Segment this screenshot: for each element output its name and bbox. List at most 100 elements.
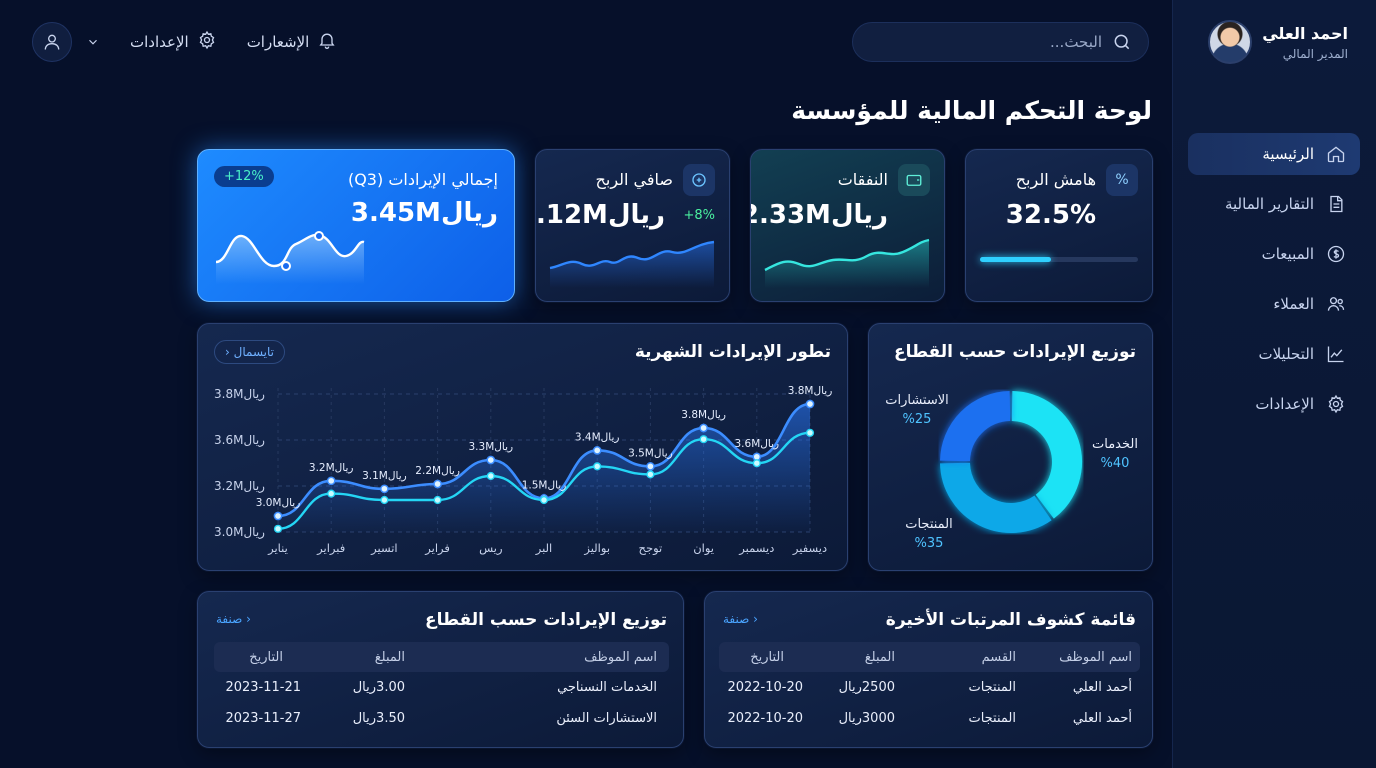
employee-name: أحمد العلي (1072, 680, 1132, 695)
account-button[interactable] (32, 22, 72, 62)
column-header: التاريخ (750, 649, 784, 665)
slice-value-label: %35 (915, 536, 944, 551)
data-point (699, 435, 708, 444)
slice-name-label: الاستشارات (885, 393, 949, 408)
view-all-link[interactable]: ‹ صنفة (216, 612, 251, 626)
point-label: 3.1Mريال (362, 470, 407, 482)
avatar[interactable] (1208, 20, 1253, 64)
table-row[interactable]: أحمد العلي المنتجات 2500ريال 2022-10-20 (719, 672, 1140, 703)
x-tick-label: توجح (639, 541, 663, 556)
sidebar-item-home[interactable]: الرئيسية (1188, 133, 1360, 175)
column-header: اسم الموظف (584, 649, 657, 665)
topbar-actions: الإعدادات الإشعارات (32, 22, 337, 62)
document-icon (1326, 194, 1346, 214)
profile-name: احمد العلي (1262, 23, 1348, 43)
data-point (273, 524, 283, 533)
chart-line-icon (1326, 344, 1346, 364)
data-point (539, 495, 549, 505)
kpi-card-net-profit[interactable]: صافي الربح 1.12Mريال +8% (535, 149, 730, 302)
point-label: 3.8Mريال (788, 385, 833, 397)
kpi-card-profit-margin[interactable]: % هامش الربح 32.5% (965, 149, 1153, 302)
sector-distribution-card: توزيع الإيرادات حسب القطاع الخدمات %40 الم… (868, 323, 1153, 571)
amount: 2500ريال (838, 680, 895, 695)
sidebar-item-analytics[interactable]: التحليلات (1188, 333, 1360, 375)
data-point (805, 428, 815, 437)
data-point (433, 479, 442, 489)
point-label: 3.0Mريال (256, 497, 301, 509)
view-all-link[interactable]: ‹ صنفة (723, 612, 758, 626)
date: 2023-11-27 (225, 711, 301, 726)
data-point (273, 511, 283, 521)
settings-button[interactable]: الإعدادات (130, 30, 217, 54)
donut-slice (1011, 391, 1082, 519)
kpi-title: صافي الربح (595, 170, 673, 189)
monthly-revenue-card: تطور الإيرادات الشهرية تايسمال ‹ 3.0Mريا… (197, 323, 848, 571)
kpi-title: إجمالي الإيرادات (Q3) (347, 170, 498, 189)
sidebar-item-financial-reports[interactable]: التقارير المالية (1188, 183, 1360, 225)
department: المنتجات (968, 680, 1016, 695)
chevron-left-icon: ‹ (749, 612, 758, 626)
table-row[interactable]: الاستشارات السئن 3.50ريال 2023-11-27 (214, 703, 669, 734)
data-point (805, 399, 815, 409)
y-tick-label: 3.0Mريال (214, 525, 265, 540)
point-label: 3.4Mريال (575, 431, 620, 443)
amount: 3000ريال (838, 711, 895, 726)
data-point (699, 423, 708, 433)
home-icon (1326, 144, 1346, 164)
slice-value-label: %25 (903, 412, 932, 427)
gear-icon (197, 30, 217, 54)
expenses-sparkline (764, 238, 930, 288)
sidebar-item-customers[interactable]: العملاء (1188, 283, 1360, 325)
point-label: 3.3Mريال (469, 441, 514, 453)
x-tick-label: بواليز (583, 541, 610, 556)
kpi-value: 32.5% (1005, 200, 1096, 230)
user-profile[interactable]: احمد العلي المدير المالي (1208, 20, 1348, 64)
notifications-button[interactable]: الإشعارات (247, 30, 338, 54)
point-label: 3.5Mريال (628, 447, 673, 459)
date: 2023-11-21 (225, 680, 301, 695)
chevron-left-icon: ‹ (225, 345, 230, 359)
sidebar-item-sales[interactable]: المبيعات (1188, 233, 1360, 275)
chevron-down-icon[interactable] (86, 35, 100, 49)
table-header: اسم الموظف المبلغ التاريخ (214, 642, 669, 672)
data-point (486, 471, 495, 481)
data-point (752, 459, 761, 468)
donut-slice (940, 391, 1011, 462)
coins-icon (683, 164, 715, 196)
data-point (486, 455, 496, 465)
table-row[interactable]: الخدمات النسناجي 3.00ريال 2023-11-21 (214, 672, 669, 703)
kpi-card-revenue[interactable]: إجمالي الإيرادات (Q3) 3.45Mريال +12% (197, 149, 515, 302)
table-header: اسم الموظف القسم المبلغ التاريخ (719, 642, 1140, 672)
search-bar (852, 22, 1149, 62)
sidebar-nav: الرئيسية التقارير المالية المبيعات العمل… (1188, 133, 1360, 433)
search-input[interactable] (869, 33, 1102, 51)
payroll-card: قائمة كشوف المرتبات الأخيرة ‹ صنفة اسم ا… (704, 591, 1153, 748)
point-label: 1.5Mريال (522, 479, 567, 491)
chevron-left-icon: ‹ (242, 612, 251, 626)
search-icon[interactable] (1112, 32, 1132, 52)
point-label: 3.2Mريال (309, 462, 354, 474)
y-tick-label: 3.2Mريال (214, 479, 265, 494)
notifications-label: الإشعارات (246, 33, 310, 51)
point-label: 3.6Mريال (735, 438, 780, 450)
link-label: صنفة (723, 612, 750, 626)
y-tick-label: 3.8Mريال (214, 387, 265, 402)
sidebar-item-settings[interactable]: الإعدادات (1188, 383, 1360, 425)
monthly-revenue-chart: 3.0Mريال 3.2Mريال 3.6Mريال 3.8Mريال 3.0Mريال… (214, 385, 833, 556)
growth-badge: +8% (683, 208, 715, 223)
table-row[interactable]: أحمد العلي المنتجات 3000ريال 2022-10-20 (719, 703, 1140, 734)
date: 2022-10-20 (727, 680, 803, 695)
data-point (326, 476, 336, 486)
kpi-card-expenses[interactable]: النفقات 2.33Mريال (750, 149, 945, 302)
percent-icon: % (1106, 164, 1138, 196)
section-title: قائمة كشوف المرتبات الأخيرة (885, 610, 1136, 630)
column-header: القسم (981, 649, 1016, 665)
section-title: توزيع الإيرادات حسب القطاع (893, 342, 1136, 362)
revenue-sparkline (215, 231, 365, 284)
x-tick-label: ديسفير (792, 541, 827, 556)
x-tick-label: فبراير (316, 541, 345, 556)
growth-badge: +12% (214, 166, 274, 187)
sector-donut-chart: الخدمات %40 المنتجات %35 الاستشارات %25 (885, 391, 1138, 551)
data-point (327, 489, 336, 498)
period-selector[interactable]: تايسمال ‹ (214, 340, 285, 364)
